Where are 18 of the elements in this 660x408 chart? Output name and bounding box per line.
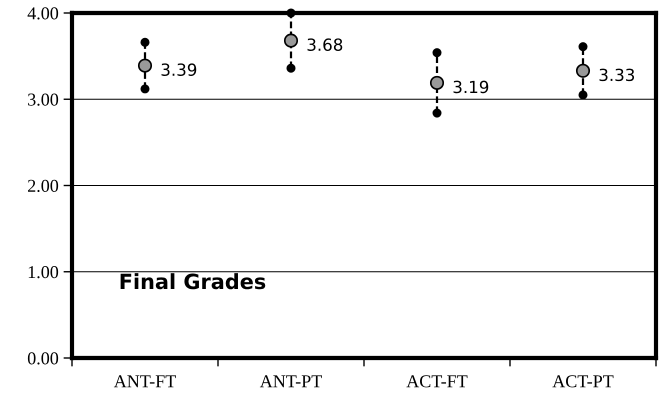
y-tick-label: 3.00 <box>28 94 58 106</box>
point <box>138 58 152 73</box>
x-tick-label: ANT-PT <box>260 375 322 388</box>
point <box>576 64 590 78</box>
data-label: 3.68 <box>308 38 342 51</box>
x-tick-label: ACT-FT <box>406 375 468 388</box>
y-tick-label: 0.00 <box>28 352 58 365</box>
y-tick-label: 1.00 <box>28 266 58 278</box>
data-label: 3.33 <box>600 68 634 82</box>
y-tick-label: 4.00 <box>28 7 58 20</box>
data-label: 3.19 <box>454 80 488 94</box>
point <box>284 34 298 48</box>
x-tick-label: ACT-PT <box>552 375 614 388</box>
annotation: Final Grades <box>120 273 266 290</box>
data-label: 3.39 <box>162 63 196 76</box>
y-tick-label: 2.00 <box>28 180 58 192</box>
x-tick-label: ANT-FT <box>114 375 176 388</box>
point <box>430 76 444 90</box>
